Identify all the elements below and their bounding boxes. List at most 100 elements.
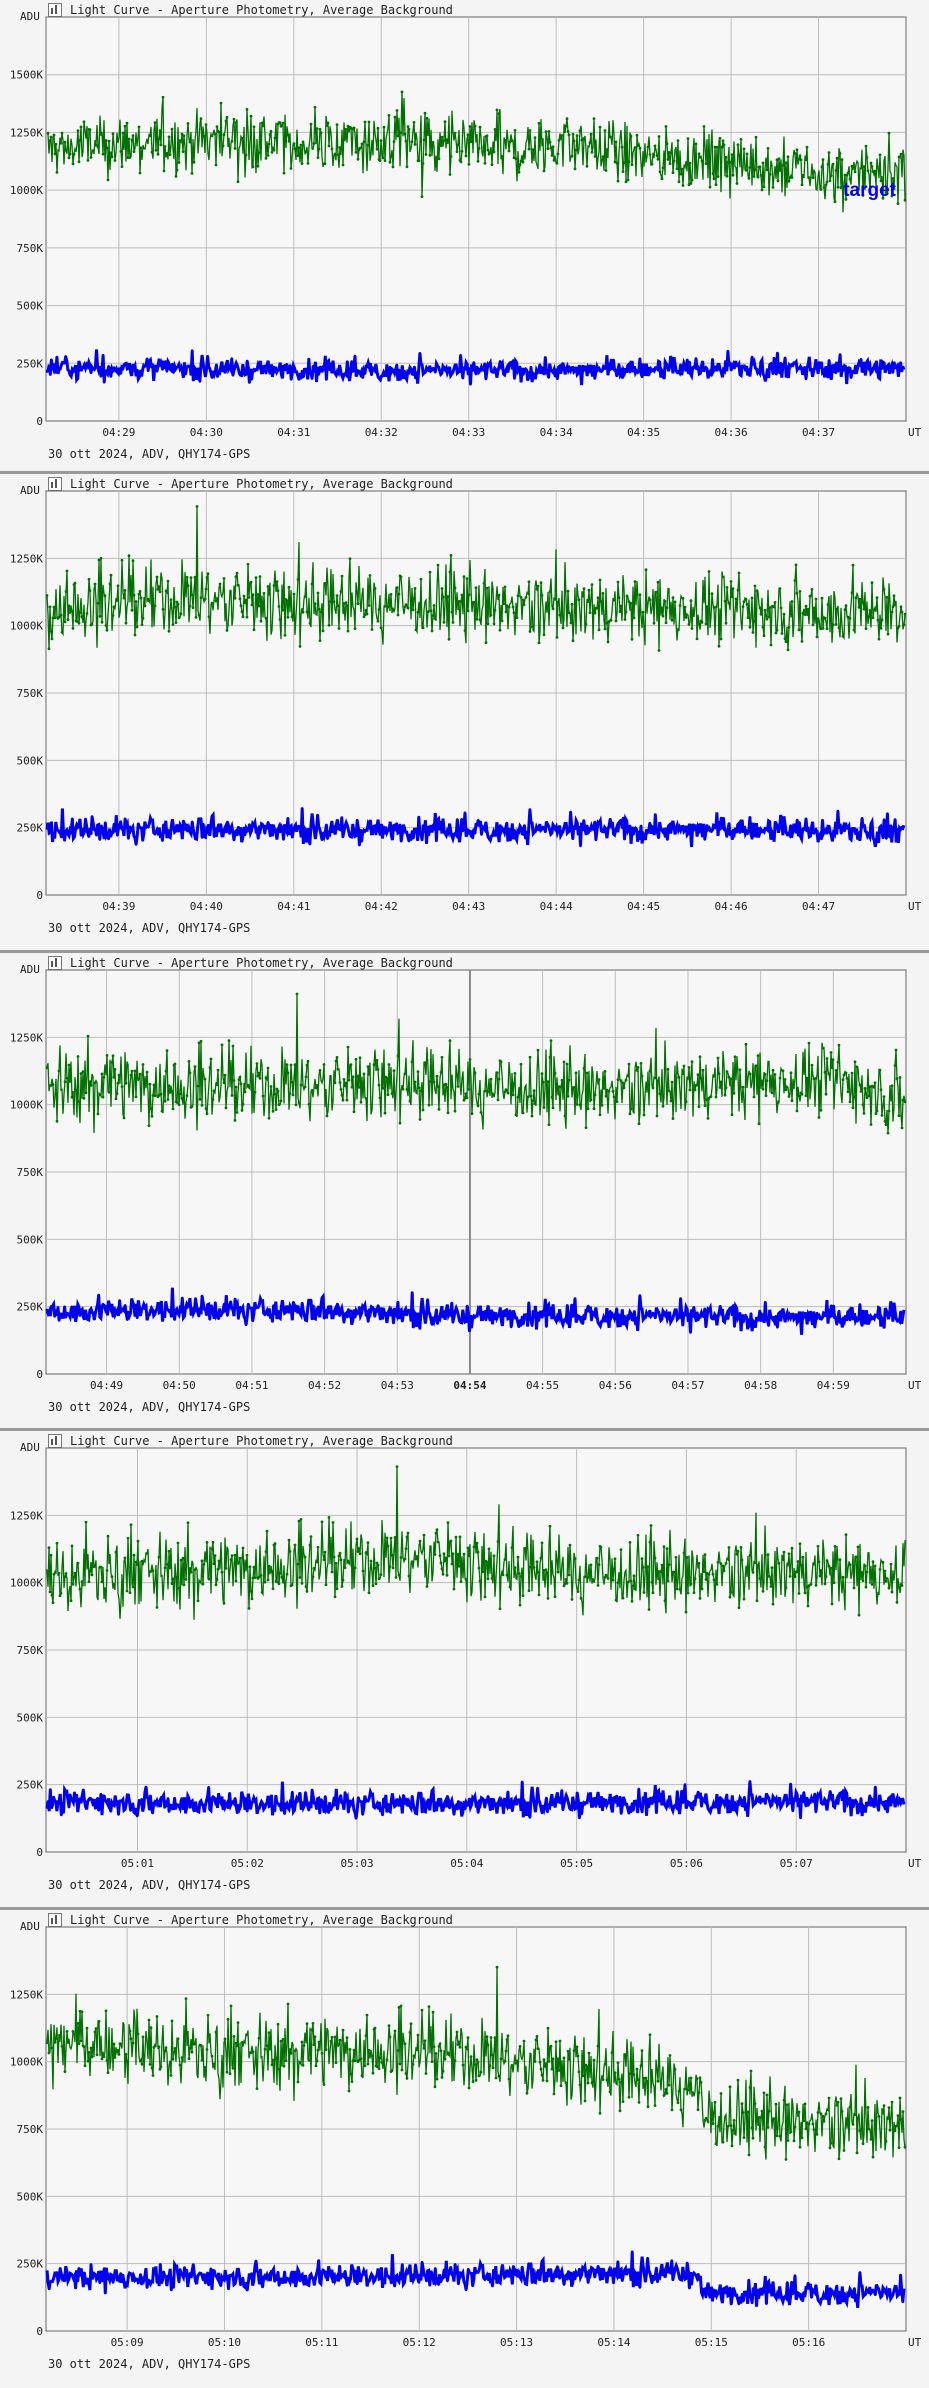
x-axis-label: UT [908, 1379, 922, 1392]
y-axis-label: ADU [20, 484, 40, 497]
y-tick-label: 0 [36, 1368, 43, 1381]
chart-header: Light Curve - Aperture Photometry, Avera… [48, 1433, 453, 1449]
x-tick-label: 05:01 [121, 1857, 154, 1870]
x-tick-label: 04:40 [190, 900, 223, 913]
panel-separator [0, 1907, 929, 1910]
x-tick-label: 04:58 [744, 1379, 777, 1392]
y-tick-label: 1250K [10, 1509, 43, 1522]
y-tick-label: 500K [17, 1711, 44, 1724]
panel-separator [0, 1428, 929, 1431]
y-tick-label: 1000K [10, 1099, 43, 1112]
x-tick-label: 05:11 [305, 2336, 338, 2349]
y-tick-label: 0 [36, 2325, 43, 2338]
background-series-points [45, 1780, 905, 1820]
x-axis-label: UT [908, 2336, 922, 2349]
chart-title: Light Curve - Aperture Photometry, Avera… [70, 956, 453, 970]
panel-separator [0, 471, 929, 474]
x-tick-label: 04:56 [599, 1379, 632, 1392]
y-tick-label: 750K [17, 1166, 44, 1179]
chart-subtitle: 30 ott 2024, ADV, QHY174-GPS [48, 1878, 251, 1892]
chart-subtitle: 30 ott 2024, ADV, QHY174-GPS [48, 2357, 251, 2371]
chart-title: Light Curve - Aperture Photometry, Avera… [70, 1913, 453, 1927]
x-tick-label: 05:07 [780, 1857, 813, 1870]
y-tick-label: 1000K [10, 184, 43, 197]
chart-subtitle: 30 ott 2024, ADV, QHY174-GPS [48, 921, 251, 935]
panel-separator [0, 950, 929, 953]
y-tick-label: 1000K [10, 620, 43, 633]
y-tick-label: 0 [36, 1846, 43, 1859]
x-tick-label: 04:53 [381, 1379, 414, 1392]
x-tick-label: 04:30 [190, 426, 223, 439]
x-tick-label: 04:45 [627, 900, 660, 913]
x-tick-label: 05:14 [597, 2336, 630, 2349]
y-tick-label: 250K [17, 2258, 44, 2271]
x-tick-label: 05:03 [341, 1857, 374, 1870]
chart-svg: 0 250K 500K 750K 1000K 1250K 05:09 05:10 05:11 05… [10, 1920, 922, 2349]
y-tick-label: 0 [36, 415, 43, 428]
chart-svg: 0 250K 500K 750K 1000K 1250K 04:39 04:40 04:41 04… [10, 484, 922, 913]
y-tick-label: 1000K [10, 1577, 43, 1590]
y-axis-label: ADU [20, 10, 40, 23]
y-tick-label: 1250K [10, 552, 43, 565]
chart-title: Light Curve - Aperture Photometry, Avera… [70, 3, 453, 17]
x-axis-label: UT [908, 900, 922, 913]
x-tick-label: 04:36 [715, 426, 748, 439]
x-tick-label: 04:51 [235, 1379, 268, 1392]
x-tick-label: 04:44 [540, 900, 573, 913]
chart-header: Light Curve - Aperture Photometry, Avera… [48, 476, 453, 492]
y-tick-label: 250K [17, 1301, 44, 1314]
y-tick-label: 250K [17, 1779, 44, 1792]
x-tick-label: 04:34 [540, 426, 573, 439]
y-tick-label: 500K [17, 1233, 44, 1246]
x-tick-label: 04:31 [277, 426, 310, 439]
x-tick-label: 05:04 [450, 1857, 483, 1870]
chart-panel: Light Curve - Aperture Photometry, Avera… [0, 474, 929, 951]
x-tick-label: 05:02 [231, 1857, 264, 1870]
x-tick-label: 05:16 [792, 2336, 825, 2349]
chart-window-icon[interactable] [48, 477, 62, 491]
chart-svg: 0 250K 500K 750K 1000K 1250K 05:01 05:02 05:03 05… [10, 1441, 922, 1870]
x-tick-label: 04:52 [308, 1379, 341, 1392]
y-tick-label: 750K [17, 242, 44, 255]
x-tick-label: 04:54 [453, 1379, 486, 1392]
x-axis-label: UT [908, 426, 922, 439]
x-tick-label: 04:46 [715, 900, 748, 913]
x-tick-label: 05:13 [500, 2336, 533, 2349]
plot-area [45, 16, 907, 422]
x-tick-label: 04:42 [365, 900, 398, 913]
x-axis-label: UT [908, 1857, 922, 1870]
y-tick-label: 250K [17, 357, 44, 370]
chart-svg: 0 250K 500K 750K 1000K 1250K 04:49 04:50 04:51 04… [10, 963, 922, 1392]
chart-panel: Light Curve - Aperture Photometry, Avera… [0, 1431, 929, 1908]
x-tick-label: 04:37 [802, 426, 835, 439]
target-label: target [843, 180, 896, 201]
y-tick-label: 750K [17, 687, 44, 700]
y-tick-label: 250K [17, 822, 44, 835]
x-tick-label: 05:15 [695, 2336, 728, 2349]
y-axis-label: ADU [20, 1920, 40, 1933]
y-tick-label: 1250K [10, 126, 43, 139]
x-tick-label: 05:06 [670, 1857, 703, 1870]
chart-window-icon[interactable] [48, 956, 62, 970]
x-tick-label: 04:41 [277, 900, 310, 913]
x-tick-label: 05:05 [560, 1857, 593, 1870]
x-tick-label: 04:49 [90, 1379, 123, 1392]
chart-subtitle: 30 ott 2024, ADV, QHY174-GPS [48, 1400, 251, 1414]
x-tick-label: 04:33 [452, 426, 485, 439]
background-series-points [46, 2250, 905, 2306]
chart-title: Light Curve - Aperture Photometry, Avera… [70, 477, 453, 491]
x-tick-label: 04:39 [102, 900, 135, 913]
chart-panel: Light Curve - Aperture Photometry, Avera… [0, 953, 929, 1430]
y-tick-label: 500K [17, 754, 44, 767]
x-tick-label: 04:47 [802, 900, 835, 913]
chart-title: Light Curve - Aperture Photometry, Avera… [70, 1434, 453, 1448]
x-tick-label: 05:12 [403, 2336, 436, 2349]
y-tick-label: 750K [17, 2123, 44, 2136]
y-tick-label: 500K [17, 300, 44, 313]
chart-header: Light Curve - Aperture Photometry, Avera… [48, 955, 453, 971]
y-tick-label: 750K [17, 1644, 44, 1657]
x-tick-label: 04:55 [526, 1379, 559, 1392]
y-tick-label: 1500K [10, 69, 43, 82]
x-tick-label: 04:50 [163, 1379, 196, 1392]
x-tick-label: 05:09 [111, 2336, 144, 2349]
